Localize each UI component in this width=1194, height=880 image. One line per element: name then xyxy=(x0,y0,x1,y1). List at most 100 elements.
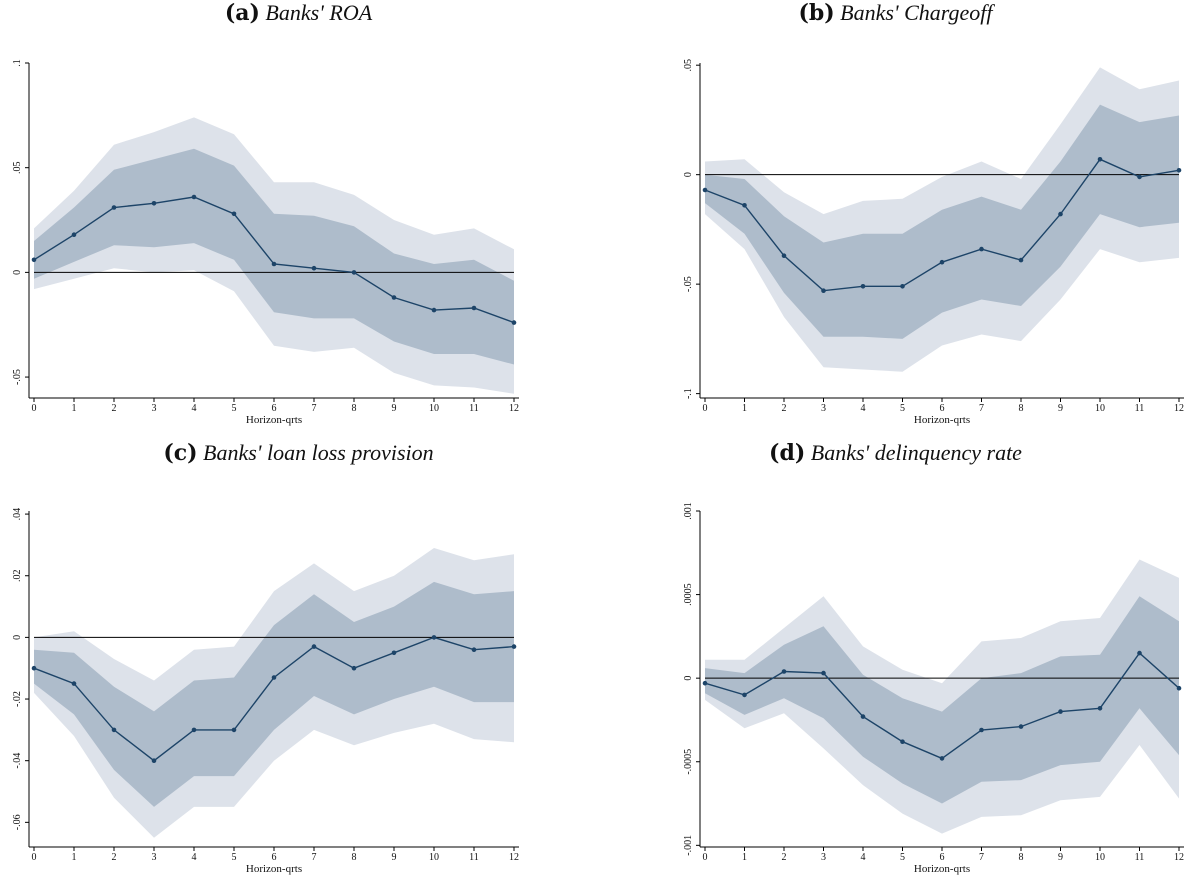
panel-title-text: Banks' ROA xyxy=(265,0,373,25)
x-tick-label: 11 xyxy=(1135,403,1145,414)
y-tick-label: .001 xyxy=(683,502,694,520)
x-tick-label: 5 xyxy=(900,403,905,414)
panel-title-text: Banks' loan loss provision xyxy=(203,440,434,465)
estimate-point xyxy=(271,675,277,680)
x-tick-label: 8 xyxy=(352,403,357,414)
x-tick-label: 3 xyxy=(152,852,157,863)
estimate-point xyxy=(821,288,826,294)
y-tick-label: 0 xyxy=(12,635,23,640)
x-tick-label: 6 xyxy=(940,852,945,863)
estimate-point xyxy=(311,644,317,649)
estimate-point xyxy=(702,680,708,686)
estimate-point xyxy=(742,692,747,698)
estimate-point xyxy=(1097,157,1103,162)
estimate-point xyxy=(191,727,197,733)
estimate-point xyxy=(511,644,517,649)
x-tick-label: 7 xyxy=(979,403,984,414)
panel-label: (d) xyxy=(769,440,806,466)
x-tick-label: 1 xyxy=(742,852,747,863)
x-tick-label: 11 xyxy=(469,852,479,863)
y-tick-label: .05 xyxy=(683,59,694,72)
estimate-point xyxy=(860,714,866,719)
estimate-point xyxy=(860,284,866,289)
x-tick-label: 10 xyxy=(1095,852,1105,863)
estimate-point xyxy=(1176,168,1182,173)
estimate-point xyxy=(1097,706,1103,711)
inner-confidence-band xyxy=(34,581,514,807)
estimate-point xyxy=(1058,709,1063,714)
panel-label: (c) xyxy=(163,440,198,466)
panel-title-text: Banks' delinquency rate xyxy=(810,440,1022,465)
estimate-point xyxy=(191,194,197,200)
estimate-point xyxy=(979,246,984,252)
estimate-point xyxy=(391,295,397,300)
x-tick-label: 12 xyxy=(509,403,519,414)
x-tick-label: 3 xyxy=(152,403,157,414)
estimate-point xyxy=(742,203,747,208)
estimate-point xyxy=(271,261,277,267)
x-tick-label: 3 xyxy=(821,852,826,863)
estimate-point xyxy=(511,320,517,325)
x-tick-label: 2 xyxy=(112,403,117,414)
y-tick-label: -.05 xyxy=(683,276,694,292)
chart-title: (b) Banks' Chargeoff xyxy=(597,0,1194,26)
chart-title: (d) Banks' delinquency rate xyxy=(597,440,1194,466)
x-axis-title: Horizon-qrts xyxy=(914,414,970,426)
x-tick-label: 11 xyxy=(1135,852,1145,863)
x-tick-label: 0 xyxy=(703,403,708,414)
x-tick-label: 8 xyxy=(1019,403,1024,414)
x-tick-label: 12 xyxy=(1174,403,1184,414)
estimate-point xyxy=(231,727,237,733)
chart-panel-delinquency-rate: (d) Banks' delinquency rate 0 1 2 3 4 5 6 7 8 9 10… xyxy=(597,440,1194,880)
y-tick-label: -.06 xyxy=(12,814,23,830)
estimate-point xyxy=(1018,724,1024,729)
inner-confidence-band xyxy=(705,596,1179,804)
x-tick-label: 2 xyxy=(782,852,787,863)
estimate-point xyxy=(151,201,157,206)
estimate-point xyxy=(431,307,437,313)
x-tick-label: 0 xyxy=(32,403,37,414)
estimate-point xyxy=(821,670,826,676)
plot-svg: 0 1 2 3 4 5 6 7 8 9 10 11 12Horizon-qrts-.001-.00050… xyxy=(683,502,1184,875)
x-tick-label: 10 xyxy=(429,852,439,863)
estimate-point xyxy=(979,727,984,733)
x-axis-title: Horizon-qrts xyxy=(246,863,302,875)
x-axis-title: Horizon-qrts xyxy=(914,863,970,875)
y-tick-label: .1 xyxy=(12,59,23,67)
x-tick-label: 0 xyxy=(32,852,37,863)
x-tick-label: 9 xyxy=(1058,403,1063,414)
estimate-point xyxy=(111,727,117,733)
chart-panel-chargeoff: (b) Banks' Chargeoff 0 1 2 3 4 5 6 7 8 9 10 11 12 Hor… xyxy=(597,0,1194,440)
x-tick-label: 2 xyxy=(782,403,787,414)
x-tick-label: 4 xyxy=(192,852,197,863)
estimate-point xyxy=(311,265,317,271)
y-tick-label: 0 xyxy=(12,270,23,275)
estimate-point xyxy=(939,259,945,265)
x-tick-label: 1 xyxy=(72,852,77,863)
estimate-point xyxy=(900,739,905,744)
x-tick-label: 7 xyxy=(312,852,317,863)
x-tick-label: 5 xyxy=(232,852,237,863)
estimate-point xyxy=(391,650,397,656)
x-tick-label: 10 xyxy=(1095,403,1105,414)
y-tick-label: -.05 xyxy=(12,369,23,385)
y-tick-label: .02 xyxy=(12,569,23,582)
panel-label: (a) xyxy=(224,0,260,26)
estimate-point xyxy=(31,257,37,263)
x-tick-label: 1 xyxy=(72,403,77,414)
estimate-point xyxy=(351,270,357,275)
estimate-point xyxy=(471,647,477,652)
x-tick-label: 8 xyxy=(1019,852,1024,863)
x-tick-label: 3 xyxy=(821,403,826,414)
x-tick-label: 9 xyxy=(392,403,397,414)
y-tick-label: -.1 xyxy=(683,388,694,399)
estimate-point xyxy=(781,669,787,674)
y-tick-label: .05 xyxy=(12,161,23,174)
x-tick-label: 0 xyxy=(703,852,708,863)
x-axis-title: Horizon-qrts xyxy=(246,414,302,426)
x-tick-label: 1 xyxy=(742,403,747,414)
estimate-point xyxy=(1176,685,1182,691)
x-tick-label: 6 xyxy=(272,403,277,414)
